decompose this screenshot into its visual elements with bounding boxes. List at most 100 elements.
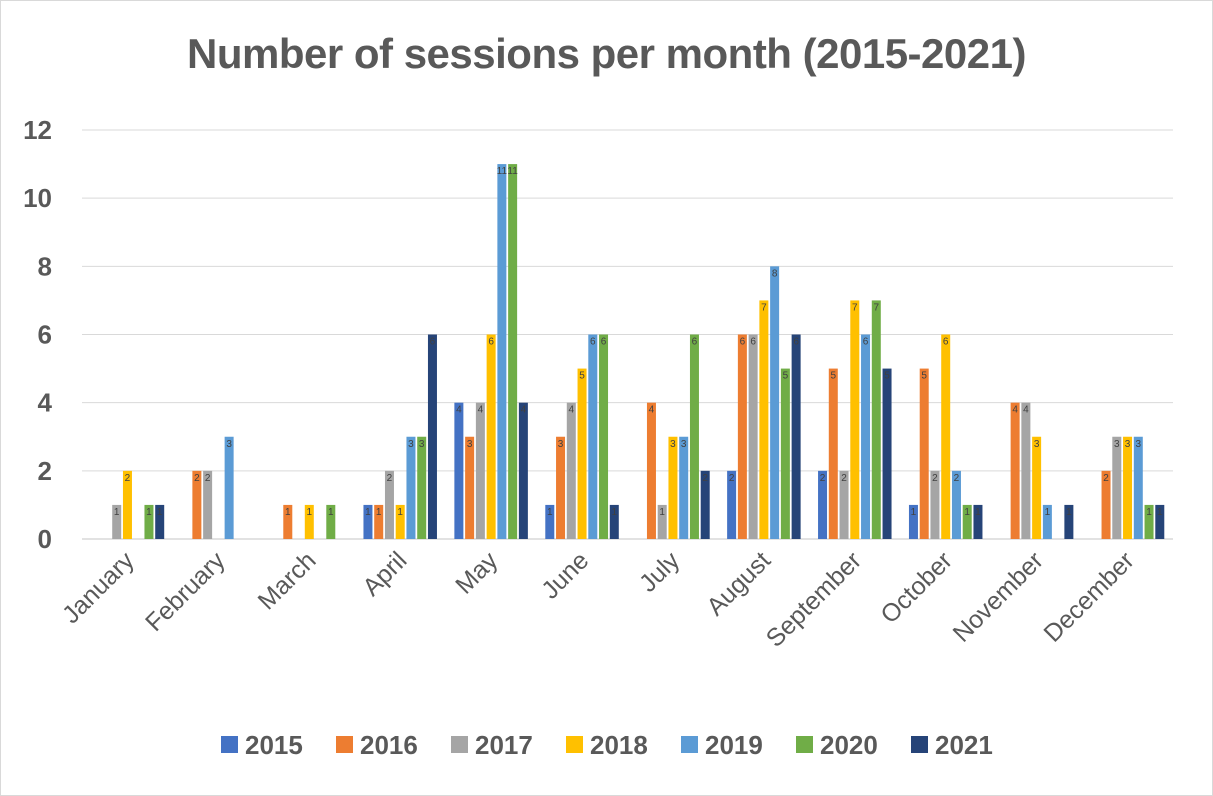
bar-value-label: 4	[569, 405, 575, 416]
y-axis-ticks: 0 2 4 6 8 10 12	[23, 115, 52, 554]
bar-value-label: 3	[1114, 439, 1120, 450]
bar-value-label: 11	[507, 166, 518, 177]
bar-value-label: 6	[590, 337, 596, 348]
bar-value-label: 4	[456, 405, 462, 416]
bar-june-2021	[609, 504, 619, 539]
bar-october-2016	[919, 368, 929, 539]
x-tick-label-february: February	[140, 546, 231, 637]
bar-value-label: 2	[841, 473, 847, 484]
bar-value-label: 1	[114, 507, 120, 518]
legend-swatch	[566, 736, 583, 753]
legend: 2015 2016 2017 2018 2019 2020 2021	[221, 730, 993, 760]
bar-august-2020	[780, 368, 790, 539]
bar-value-label: 6	[488, 337, 494, 348]
bar-september-2015	[818, 470, 828, 539]
bar-value-label: 5	[884, 371, 890, 382]
bar-july-2021	[700, 470, 710, 539]
x-tick-label-december: December	[1038, 546, 1139, 647]
bar-december-2020	[1144, 504, 1154, 539]
bar-value-label: 1	[365, 507, 371, 518]
bar-value-label: 5	[831, 371, 837, 382]
bar-april-2020	[417, 436, 427, 539]
bar-july-2017	[657, 504, 667, 539]
legend-item-2021: 2021	[911, 730, 993, 760]
bar-august-2018	[759, 300, 769, 539]
bar-value-label: 5	[921, 371, 927, 382]
legend-label: 2016	[360, 730, 418, 760]
bar-value-label: 1	[376, 507, 382, 518]
bar-september-2018	[850, 300, 860, 539]
x-tick-label-may: May	[450, 546, 504, 600]
bar-october-2018	[941, 334, 951, 539]
bar-value-label: 1	[397, 507, 403, 518]
bar-november-2021	[1064, 504, 1074, 539]
y-tick-label: 2	[38, 456, 52, 486]
bar-value-label: 7	[761, 302, 767, 313]
legend-label: 2019	[705, 730, 763, 760]
legend-label: 2015	[245, 730, 303, 760]
bar-december-2021	[1155, 504, 1165, 539]
bar-may-2021	[518, 402, 528, 539]
bar-april-2015	[363, 504, 373, 539]
bar-value-label: 3	[670, 439, 676, 450]
bar-value-label: 1	[328, 507, 334, 518]
legend-swatch	[451, 736, 468, 753]
bar-value-label: 1	[157, 507, 163, 518]
bar-september-2017	[839, 470, 849, 539]
x-tick-label-october: October	[875, 546, 958, 629]
bar-value-label: 3	[226, 439, 232, 450]
y-tick-label: 6	[38, 320, 52, 350]
bar-february-2016	[192, 470, 202, 539]
bar-march-2016	[283, 504, 293, 539]
bar-value-label: 1	[911, 507, 917, 518]
x-tick-label-april: April	[357, 546, 412, 601]
bar-value-label: 8	[772, 268, 778, 279]
bar-may-2015	[454, 402, 464, 539]
bar-value-label: 3	[467, 439, 473, 450]
bar-june-2016	[556, 436, 566, 539]
bar-value-label: 1	[1045, 507, 1051, 518]
bar-march-2018	[304, 504, 314, 539]
bar-value-label: 4	[478, 405, 484, 416]
bar-value-label: 1	[307, 507, 313, 518]
bar-april-2017	[384, 470, 394, 539]
bar-march-2020	[326, 504, 336, 539]
bar-value-label: 4	[1012, 405, 1018, 416]
bar-april-2016	[374, 504, 384, 539]
bar-value-label: 2	[820, 473, 826, 484]
bar-august-2016	[737, 334, 747, 539]
legend-item-2017: 2017	[451, 730, 533, 760]
legend-swatch	[796, 736, 813, 753]
bar-value-label: 2	[954, 473, 960, 484]
bar-july-2020	[689, 334, 699, 539]
legend-label: 2020	[820, 730, 878, 760]
bar-august-2019	[770, 266, 780, 539]
legend-label: 2018	[590, 730, 648, 760]
bar-december-2018	[1123, 436, 1133, 539]
bar-april-2021	[427, 334, 437, 539]
bar-value-label: 6	[692, 337, 698, 348]
bar-value-label: 1	[975, 507, 981, 518]
bar-october-2017	[930, 470, 940, 539]
bar-april-2018	[395, 504, 405, 539]
legend-swatch	[681, 736, 698, 753]
bar-may-2017	[475, 402, 485, 539]
bar-september-2021	[882, 368, 892, 539]
bar-june-2015	[545, 504, 555, 539]
bar-january-2017	[112, 504, 122, 539]
bar-august-2015	[727, 470, 737, 539]
bar-may-2019	[497, 164, 507, 540]
bar-value-label: 4	[649, 405, 655, 416]
bar-may-2020	[508, 164, 518, 540]
bar-value-label: 3	[1136, 439, 1142, 450]
bar-value-label: 3	[408, 439, 414, 450]
bar-value-label: 2	[194, 473, 200, 484]
x-tick-label-july: July	[634, 546, 686, 598]
bar-value-label: 3	[419, 439, 425, 450]
legend-swatch	[336, 736, 353, 753]
bar-value-label: 2	[205, 473, 211, 484]
legend-item-2018: 2018	[566, 730, 648, 760]
bar-november-2019	[1042, 504, 1052, 539]
